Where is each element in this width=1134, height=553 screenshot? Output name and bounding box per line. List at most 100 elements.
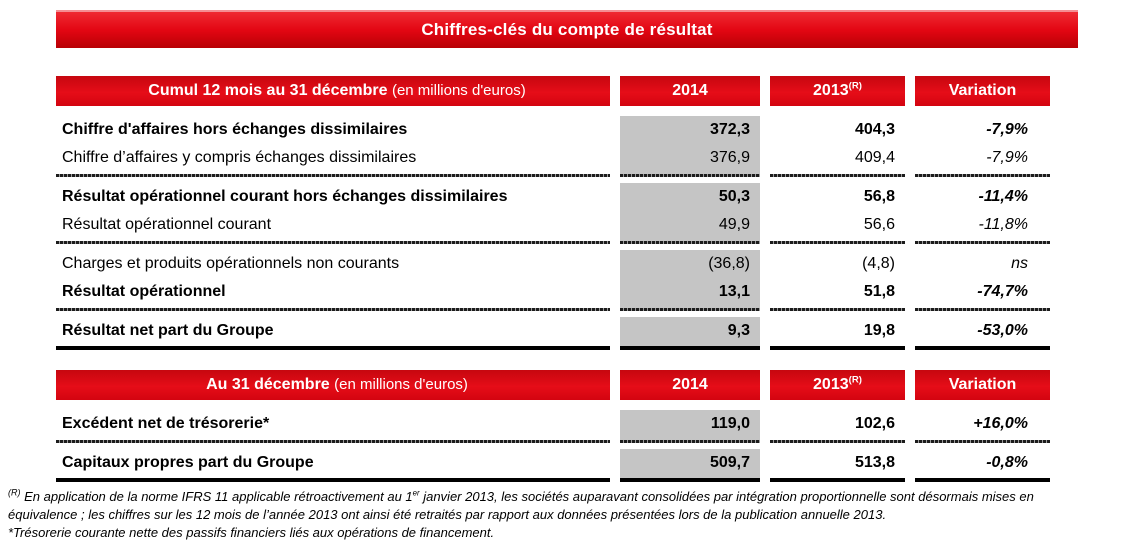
column-header-variation: Variation <box>915 370 1050 400</box>
table-row-group: Résultat opérationnel courant hors échan… <box>56 183 1050 244</box>
value-2014: 376,9 <box>709 149 750 166</box>
variation-column: -7,9% -7,9% <box>915 116 1050 177</box>
value-2013: 102,6 <box>854 415 895 432</box>
value-2013: 409,4 <box>854 149 895 166</box>
column-gap <box>610 76 620 106</box>
column-gap <box>610 370 620 400</box>
column-gap <box>905 410 915 443</box>
variation-column: -53,0% <box>915 317 1050 350</box>
footnotes: (R) En application de la norme IFRS 11 a… <box>8 488 1094 542</box>
column-header-2013-label: 2013 <box>813 82 849 99</box>
value-2013: 56,6 <box>863 216 895 233</box>
table-row-group: Chiffre d'affaires hors échanges dissimi… <box>56 116 1050 177</box>
column-header-2013: 2013(R) <box>770 76 905 106</box>
label-column: Capitaux propres part du Groupe <box>56 449 610 482</box>
value-2013: 56,8 <box>863 188 895 205</box>
value-2013: 404,3 <box>854 121 895 138</box>
row-label: Résultat opérationnel courant hors échan… <box>62 188 508 205</box>
table-row-group: Excédent net de trésorerie* 119,0 102,6 … <box>56 410 1050 443</box>
variation-value: -0,8% <box>986 454 1028 471</box>
table-header-row: Au 31 décembre (en millions d'euros) 201… <box>56 370 1050 400</box>
table-caption-unit: (en millions d'euros) <box>391 82 526 99</box>
value-2013: 51,8 <box>863 283 895 300</box>
column-gap <box>905 250 915 311</box>
column-gap <box>760 76 770 106</box>
footnote-restated: (R) En application de la norme IFRS 11 a… <box>8 487 1034 522</box>
column-gap <box>760 317 770 350</box>
variation-value: -53,0% <box>977 322 1028 339</box>
column-gap <box>905 449 915 482</box>
variation-column: -11,4% -11,8% <box>915 183 1050 244</box>
variation-column: -0,8% <box>915 449 1050 482</box>
footnote-text: En application de la norme IFRS 11 appli… <box>20 489 413 504</box>
value-2014: 9,3 <box>727 322 750 339</box>
column-gap <box>760 410 770 443</box>
variation-value: -7,9% <box>986 149 1028 166</box>
values-2014-column: 119,0 <box>620 410 760 443</box>
restated-superscript: (R) <box>848 374 862 386</box>
variation-value: -11,4% <box>978 188 1028 205</box>
column-gap <box>760 370 770 400</box>
values-2013-column: 404,3 409,4 <box>770 116 905 177</box>
value-2014: 49,9 <box>718 216 750 233</box>
value-2014: 509,7 <box>709 454 750 471</box>
column-header-2014: 2014 <box>620 76 760 106</box>
table-caption: Cumul 12 mois au 31 décembre (en million… <box>56 76 610 106</box>
row-label: Excédent net de trésorerie* <box>62 415 270 432</box>
column-gap <box>610 116 620 177</box>
restated-superscript: (R) <box>848 80 862 92</box>
column-gap <box>760 183 770 244</box>
row-label: Capitaux propres part du Groupe <box>62 454 314 471</box>
variation-value: ns <box>1011 255 1028 272</box>
column-gap <box>610 317 620 350</box>
column-gap <box>905 76 915 106</box>
table-header-row: Cumul 12 mois au 31 décembre (en million… <box>56 76 1050 106</box>
row-label: Chiffre d’affaires y compris échanges di… <box>62 149 417 166</box>
values-2013-column: (4,8) 51,8 <box>770 250 905 311</box>
footnote-ordinal-superscript: er <box>412 488 420 498</box>
column-gap <box>610 410 620 443</box>
column-gap <box>610 183 620 244</box>
row-label: Charges et produits opérationnels non co… <box>62 255 400 272</box>
values-2013-column: 56,8 56,6 <box>770 183 905 244</box>
column-gap <box>905 317 915 350</box>
table-caption-period: Cumul 12 mois au 31 décembre <box>148 82 388 99</box>
values-2014-column: (36,8) 13,1 <box>620 250 760 311</box>
value-2014: 13,1 <box>718 283 750 300</box>
row-label: Résultat opérationnel courant <box>62 216 272 233</box>
table-caption-unit: (en millions d'euros) <box>334 376 468 393</box>
label-column: Chiffre d'affaires hors échanges dissimi… <box>56 116 610 177</box>
values-2014-column: 509,7 <box>620 449 760 482</box>
row-label: Chiffre d'affaires hors échanges dissimi… <box>62 121 408 138</box>
values-2013-column: 102,6 <box>770 410 905 443</box>
column-gap <box>905 370 915 400</box>
label-column: Excédent net de trésorerie* <box>56 410 610 443</box>
value-2013: 19,8 <box>863 322 895 339</box>
table-caption: Au 31 décembre (en millions d'euros) <box>56 370 610 400</box>
table-row-group: Charges et produits opérationnels non co… <box>56 250 1050 311</box>
row-label: Résultat net part du Groupe <box>62 322 274 339</box>
values-2014-column: 50,3 49,9 <box>620 183 760 244</box>
footnote-ref-mark: (R) <box>8 487 21 498</box>
variation-value: -7,9% <box>986 121 1028 138</box>
label-column: Charges et produits opérationnels non co… <box>56 250 610 311</box>
variation-value: -11,8% <box>978 216 1028 233</box>
table-income-statement: Cumul 12 mois au 31 décembre (en million… <box>56 76 1050 350</box>
label-column: Résultat opérationnel courant hors échan… <box>56 183 610 244</box>
column-header-2013-label: 2013 <box>813 376 849 393</box>
value-2014: 50,3 <box>718 188 750 205</box>
footnote-treasury: *Trésorerie courante nette des passifs f… <box>8 525 495 540</box>
values-2014-column: 9,3 <box>620 317 760 350</box>
column-gap <box>905 116 915 177</box>
table-caption-period: Au 31 décembre <box>206 376 330 393</box>
label-column: Résultat net part du Groupe <box>56 317 610 350</box>
value-2014: 372,3 <box>709 121 750 138</box>
column-gap <box>760 116 770 177</box>
variation-column: +16,0% <box>915 410 1050 443</box>
values-2013-column: 19,8 <box>770 317 905 350</box>
column-header-2014: 2014 <box>620 370 760 400</box>
value-2013: (4,8) <box>862 255 895 272</box>
page-title: Chiffres-clés du compte de résultat <box>56 10 1078 48</box>
value-2013: 513,8 <box>854 454 895 471</box>
